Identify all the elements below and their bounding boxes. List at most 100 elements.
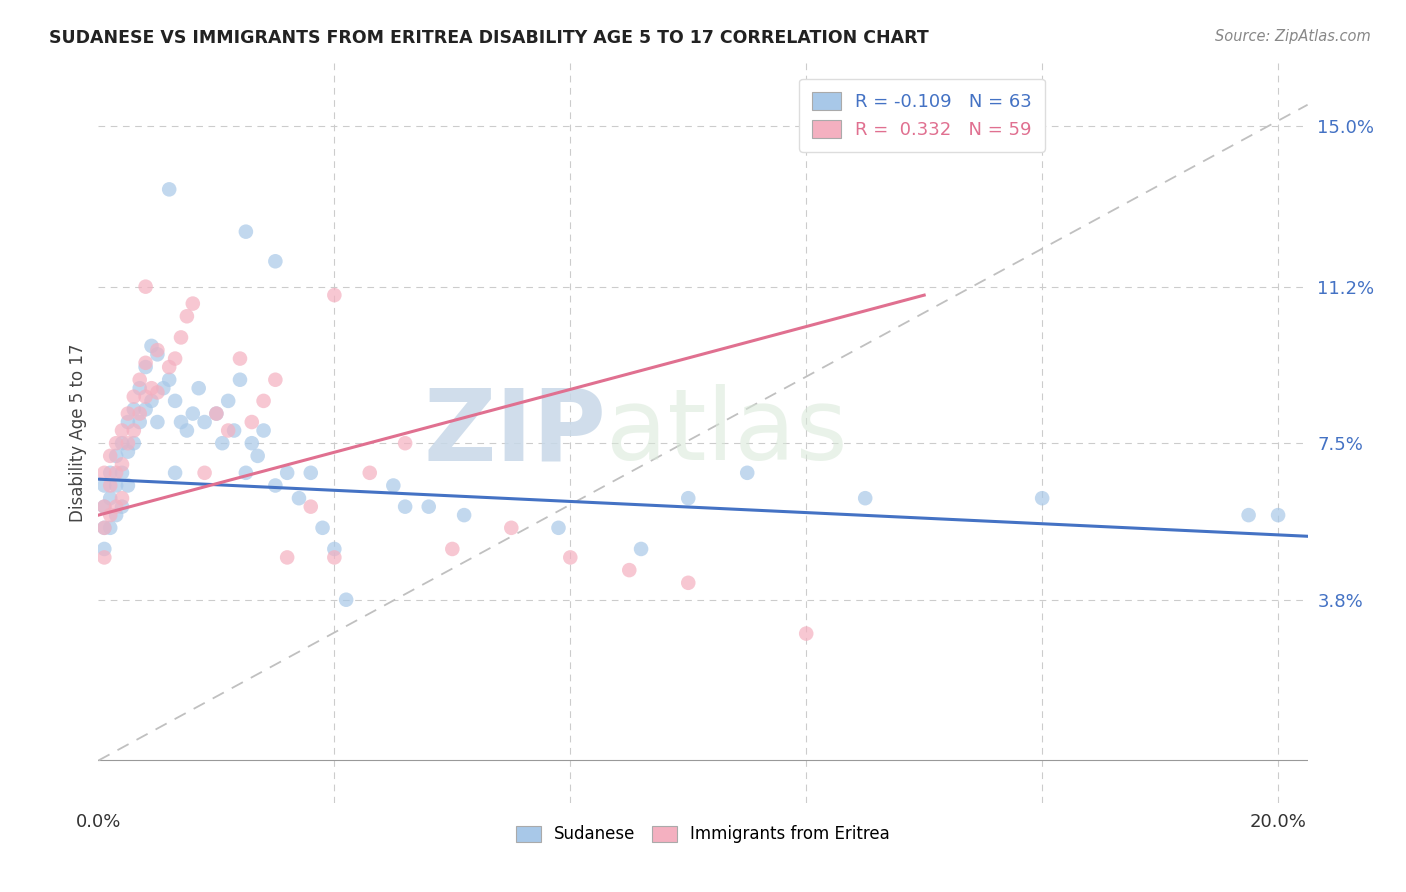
Point xyxy=(152,381,174,395)
Point xyxy=(194,466,217,480)
Point xyxy=(299,466,322,480)
Point xyxy=(98,508,121,522)
Point xyxy=(323,550,346,565)
Point xyxy=(117,478,139,492)
Point xyxy=(93,500,115,514)
Point xyxy=(98,466,121,480)
Point xyxy=(146,385,169,400)
Point xyxy=(98,491,121,506)
Point xyxy=(105,466,128,480)
Point xyxy=(117,415,139,429)
Point xyxy=(165,393,187,408)
Point xyxy=(93,550,115,565)
Point xyxy=(105,449,128,463)
Point xyxy=(141,339,163,353)
Point xyxy=(264,254,287,268)
Point xyxy=(394,500,416,514)
Point xyxy=(135,402,157,417)
Point xyxy=(93,500,115,514)
Point xyxy=(141,381,163,395)
Point xyxy=(146,415,169,429)
Point xyxy=(276,466,298,480)
Point xyxy=(128,373,150,387)
Point xyxy=(501,521,523,535)
Point xyxy=(122,402,145,417)
Point xyxy=(1267,508,1289,522)
Point xyxy=(122,424,145,438)
Point xyxy=(157,373,180,387)
Point xyxy=(323,541,346,556)
Point xyxy=(1237,508,1260,522)
Point xyxy=(176,310,198,324)
Point xyxy=(93,521,115,535)
Point xyxy=(252,424,274,438)
Point xyxy=(117,444,139,458)
Point xyxy=(111,458,134,472)
Point xyxy=(246,449,269,463)
Point xyxy=(240,415,263,429)
Point xyxy=(105,508,128,522)
Point xyxy=(170,330,193,344)
Point xyxy=(98,449,121,463)
Point xyxy=(117,436,139,450)
Point xyxy=(105,478,128,492)
Point xyxy=(560,550,582,565)
Point xyxy=(359,466,381,480)
Point xyxy=(93,478,115,492)
Point xyxy=(678,575,700,590)
Point xyxy=(217,424,239,438)
Point xyxy=(240,436,263,450)
Point xyxy=(453,508,475,522)
Point xyxy=(211,436,233,450)
Point xyxy=(98,478,121,492)
Point xyxy=(235,225,257,239)
Point xyxy=(157,359,180,374)
Point xyxy=(93,466,115,480)
Point xyxy=(176,424,198,438)
Point xyxy=(111,491,134,506)
Point xyxy=(111,424,134,438)
Point xyxy=(146,343,169,358)
Point xyxy=(235,466,257,480)
Point xyxy=(323,288,346,302)
Point xyxy=(678,491,700,506)
Point xyxy=(311,521,333,535)
Point xyxy=(229,351,252,366)
Point xyxy=(252,393,274,408)
Point xyxy=(735,466,758,480)
Point xyxy=(93,521,115,535)
Point xyxy=(111,500,134,514)
Point xyxy=(135,356,157,370)
Point xyxy=(264,478,287,492)
Point xyxy=(111,436,134,450)
Point xyxy=(418,500,440,514)
Point xyxy=(122,436,145,450)
Point xyxy=(222,424,245,438)
Point xyxy=(181,407,204,421)
Point xyxy=(288,491,311,506)
Point xyxy=(111,466,134,480)
Point xyxy=(165,466,187,480)
Point xyxy=(299,500,322,514)
Point xyxy=(105,500,128,514)
Point xyxy=(264,373,287,387)
Point xyxy=(1031,491,1053,506)
Point xyxy=(335,592,357,607)
Point xyxy=(170,415,193,429)
Text: atlas: atlas xyxy=(606,384,848,481)
Point xyxy=(122,390,145,404)
Point xyxy=(93,541,115,556)
Point xyxy=(547,521,569,535)
Point xyxy=(382,478,405,492)
Point xyxy=(205,407,228,421)
Text: SUDANESE VS IMMIGRANTS FROM ERITREA DISABILITY AGE 5 TO 17 CORRELATION CHART: SUDANESE VS IMMIGRANTS FROM ERITREA DISA… xyxy=(49,29,929,46)
Point xyxy=(117,407,139,421)
Point xyxy=(853,491,876,506)
Point xyxy=(146,347,169,361)
Point xyxy=(276,550,298,565)
Point xyxy=(128,381,150,395)
Point xyxy=(619,563,641,577)
Point xyxy=(141,393,163,408)
Point xyxy=(194,415,217,429)
Point xyxy=(135,279,157,293)
